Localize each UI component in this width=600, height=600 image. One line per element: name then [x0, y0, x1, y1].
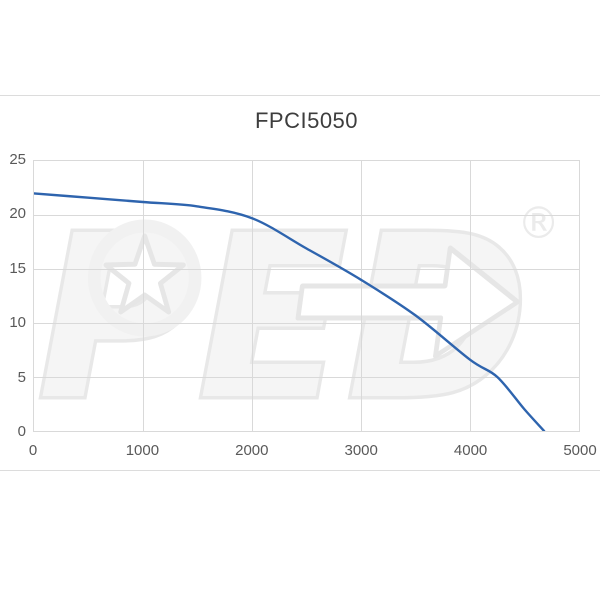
plot-area: PED ® [33, 160, 580, 432]
y-tick-label: 10 [9, 314, 26, 332]
gridline-horizontal [34, 215, 579, 216]
curve-path [34, 192, 546, 431]
gridline-horizontal [34, 323, 579, 324]
x-tick-label: 3000 [344, 442, 378, 459]
x-tick-label: 5000 [563, 442, 597, 459]
bottom-divider [0, 470, 600, 471]
gridline-horizontal [34, 377, 579, 378]
y-tick-label: 15 [9, 259, 26, 277]
y-tick-label: 25 [9, 151, 26, 168]
x-tick-label: 0 [28, 442, 38, 459]
x-tick-label: 2000 [235, 442, 269, 459]
x-tick-label: 4000 [453, 442, 488, 459]
chart-title: FPCI5050 [254, 108, 359, 133]
gridlines [34, 161, 579, 431]
performance-curve [34, 192, 546, 431]
gridline-vertical [361, 161, 362, 431]
y-tick-label: 0 [17, 423, 26, 440]
gridline-vertical [143, 161, 144, 431]
x-tick-label: 1000 [125, 442, 160, 459]
gridline-vertical [252, 161, 253, 431]
gridline-horizontal [34, 269, 579, 270]
gridline-vertical [470, 161, 471, 431]
y-tick-label: 20 [9, 205, 26, 223]
y-tick-label: 5 [17, 368, 26, 386]
top-divider [0, 95, 600, 96]
